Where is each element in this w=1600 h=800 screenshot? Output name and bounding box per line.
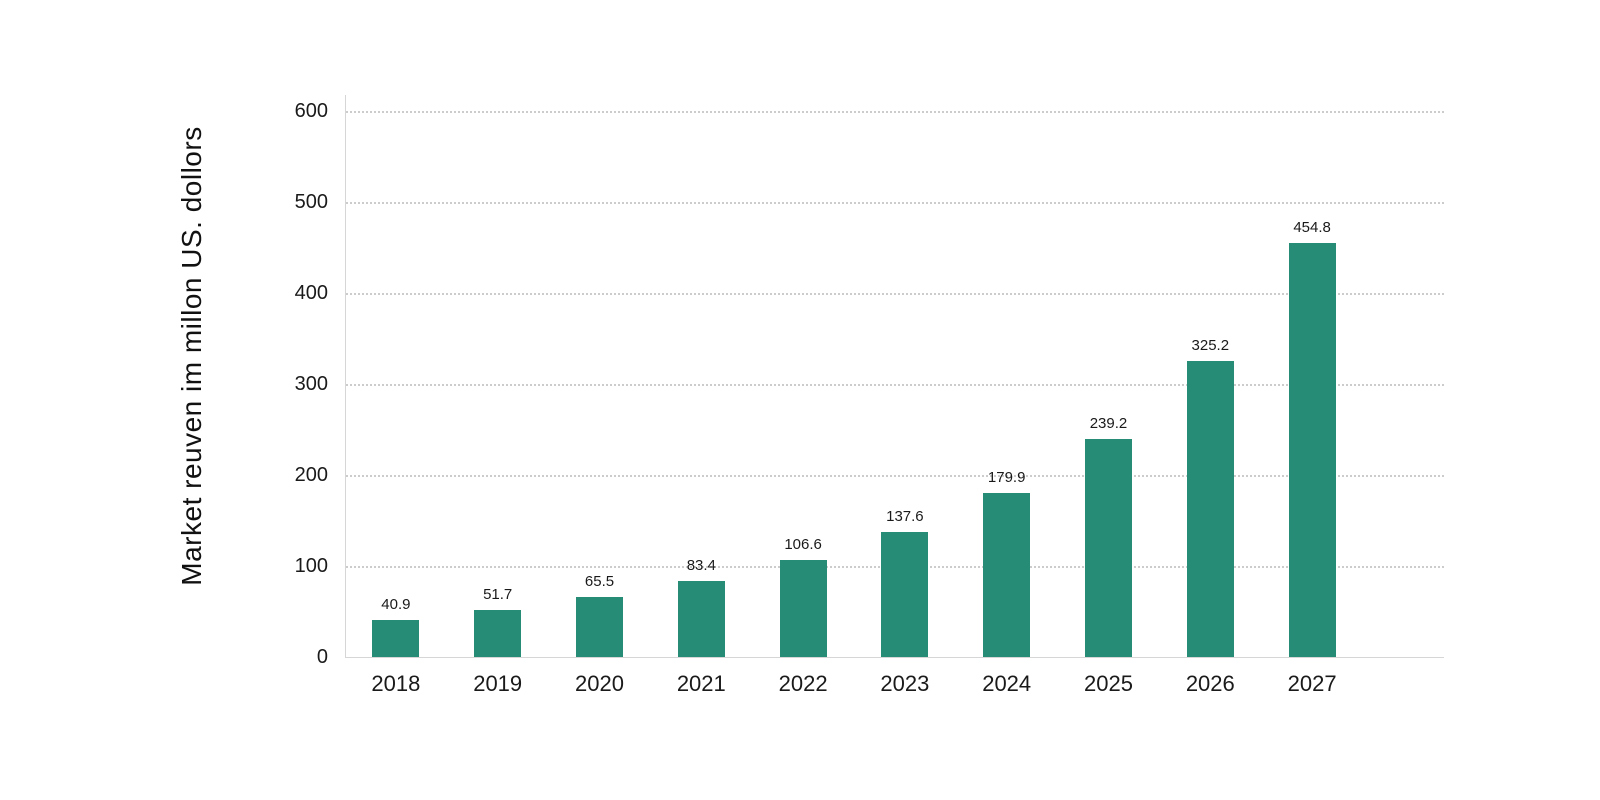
gridline [346,111,1444,113]
y-tick-label: 300 [294,373,328,395]
bar [1288,243,1336,657]
bar-value-label: 83.4 [686,557,716,575]
x-tick-label: 2023 [880,671,930,696]
bar-value-label: 325.2 [1191,337,1230,355]
x-tick-label: 2025 [1084,671,1133,696]
bar [881,531,929,657]
bar [576,597,623,657]
bar [372,619,420,657]
bar-value-label: 40.9 [381,595,411,613]
gridline [346,202,1444,204]
y-tick-label: 0 [316,646,328,668]
y-tick-label: 200 [294,464,328,486]
bar [1085,439,1132,657]
x-tick-label: 2026 [1185,671,1235,696]
bar-value-label: 106.6 [784,535,822,553]
bar-value-label: 51.7 [483,585,513,603]
x-tick-label: 2019 [473,671,523,696]
bar [779,559,827,657]
y-tick-label: 400 [294,282,328,304]
y-tick-label: 100 [294,555,328,577]
bar-value-label: 65.5 [584,573,615,591]
x-tick-label: 2027 [1287,671,1337,696]
gridline [346,475,1444,477]
gridline [346,384,1444,386]
y-tick-label: 500 [294,191,328,213]
bar-value-label: 137.6 [886,507,924,525]
bar-value-label: 179.9 [987,469,1026,487]
bar-value-label: 239.2 [1089,415,1128,433]
bar [474,609,522,657]
x-tick-label: 2024 [982,671,1032,696]
x-tick-label: 2022 [778,671,828,696]
x-tick-label: 2018 [371,671,421,696]
bar-value-label: 454.8 [1293,219,1331,237]
x-tick-label: 2020 [575,671,624,696]
y-tick-label: 600 [294,100,328,122]
bar [983,493,1031,657]
bar [677,581,725,657]
gridline [346,293,1444,295]
bar [1186,361,1234,657]
x-tick-label: 2021 [676,671,726,696]
